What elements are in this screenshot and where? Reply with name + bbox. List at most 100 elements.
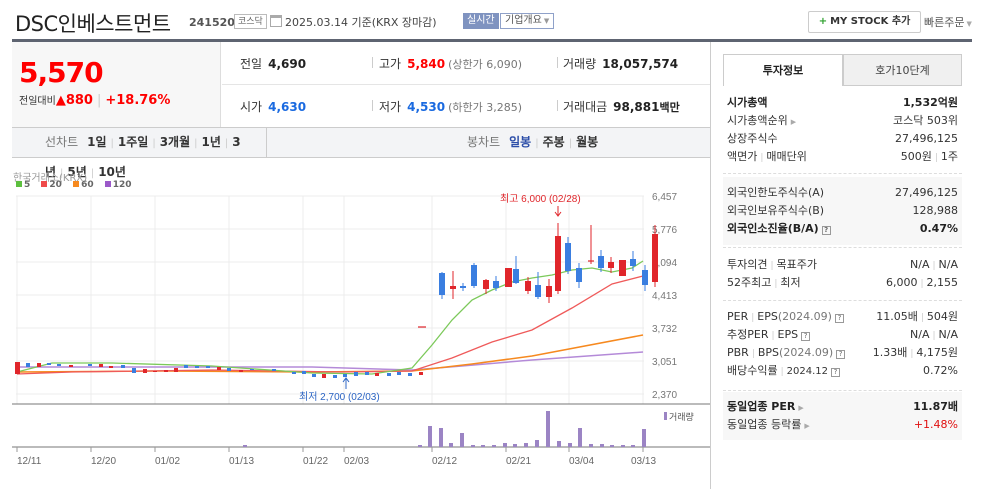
per-value: 11.05배 [876, 310, 918, 323]
stock-name: DSC인베스트먼트 [15, 12, 171, 36]
divider [372, 100, 373, 111]
chevron-down-icon: ▼ [543, 17, 550, 25]
date-text: 2025.03.14 기준(KRX 장마감) [285, 16, 437, 29]
y-tick: 4,413 [652, 291, 677, 302]
est-per-row: 추정PER | EPS? N/A | N/A [727, 328, 958, 341]
low-annotation: 최저 2,700 (02/03) [299, 391, 380, 403]
line-chart-tabs: 선차트 1일 | 1주일 | 3개월 | 1년 | 3년 | 5년 | 10년 [12, 128, 267, 179]
sector-per-row[interactable]: 동일업종 PER ▶ 11.87배 [727, 400, 958, 413]
dividend-row: 배당수익률 | 2024.12? 0.72% [727, 364, 958, 377]
opinion-label: 투자의견 [727, 258, 768, 271]
rank-label: 시가총액순위 [727, 114, 788, 127]
sector-change-row[interactable]: 동일업종 등락률 ▶ +1.48% [727, 418, 958, 431]
my-stock-add-button[interactable]: + MY STOCK 추가 [808, 11, 921, 33]
opinion-row: 투자의견 | 목표주가 N/A | N/A [727, 258, 958, 271]
open-label: 시가 [240, 100, 263, 114]
divider: | [96, 93, 102, 108]
volume-label: 거래량 [563, 57, 597, 71]
help-icon[interactable]: ? [834, 314, 844, 323]
investment-info-panel: 투자정보 호가10단계 시가총액 1,532억원 시가총액순위 ▶ 코스닥 503위 … [710, 42, 972, 489]
triangle-right-icon: ▶ [798, 404, 804, 412]
lower-limit: (하한가 3,285) [448, 101, 522, 114]
x-tick: 12/11 [17, 456, 42, 467]
prev-close: 전일 4,690 [240, 55, 306, 72]
price-row-1: 전일 4,690 고가 5,840 (상한가 6,090) 거래량 18,057,574 [222, 42, 710, 85]
w52-low-value: 2,155 [926, 276, 959, 289]
trade-amount: 거래대금 98,881백만 [563, 98, 680, 115]
triangle-right-icon: ▶ [804, 422, 810, 430]
calendar-icon [270, 15, 282, 27]
header-divider [12, 39, 972, 42]
tab-3m[interactable]: 3개월 [159, 135, 191, 149]
divider [557, 57, 558, 68]
foreign-hold-value: 128,988 [912, 204, 959, 217]
y-tick: 3,732 [652, 324, 677, 335]
low-value: 4,530 [407, 100, 446, 114]
x-tick: 03/13 [631, 456, 656, 467]
company-overview-dropdown[interactable]: 기업개요 ▼ [500, 13, 555, 29]
chart-period-tabs: 선차트 1일 | 1주일 | 3개월 | 1년 | 3년 | 5년 | 10년 봉차트 일봉 | 주봉 | 월봉 [12, 128, 710, 179]
quick-order-dropdown[interactable]: 빠른주문 ▼ [924, 14, 972, 30]
market-badge: 코스닥 [234, 14, 267, 29]
tab-5y[interactable]: 5년 [67, 165, 87, 179]
y-tick: 5,094 [652, 258, 677, 269]
x-tick: 02/03 [344, 456, 369, 467]
high-value: 5,840 [407, 57, 446, 71]
price-detail-grid: 전일 4,690 고가 5,840 (상한가 6,090) 거래량 18,057,574… [222, 42, 710, 127]
x-tick: 12/20 [91, 456, 116, 467]
divider [557, 100, 558, 111]
x-tick: 01/02 [155, 456, 180, 467]
tab-1d[interactable]: 1일 [87, 135, 107, 149]
market-cap-rank-row[interactable]: 시가총액순위 ▶ 코스닥 503위 [723, 112, 962, 130]
up-arrow-icon: ▲ [55, 93, 66, 108]
current-price-box: 5,570 전일대비▲880 | +18.76% [12, 42, 221, 127]
x-tick: 02/12 [432, 456, 457, 467]
tab-3y[interactable]: 3년 [45, 135, 241, 179]
tab-monthly[interactable]: 월봉 [576, 135, 599, 149]
legend-ma20: 20 [41, 180, 62, 190]
my-stock-label: MY STOCK 추가 [830, 16, 911, 27]
line-chart-label: 선차트 [45, 135, 79, 149]
volume-legend: 거래량 [669, 411, 694, 422]
y-tick: 2,370 [652, 390, 677, 401]
tab-weekly[interactable]: 주봉 [542, 135, 565, 149]
help-icon[interactable]: ? [831, 368, 841, 377]
y-tick: 6,457 [652, 192, 677, 203]
tab-daily[interactable]: 일봉 [509, 135, 532, 149]
exchange-label: 한국거래소(KRX) [13, 173, 88, 184]
y-tick: 3,051 [652, 357, 677, 368]
help-icon[interactable]: ? [801, 332, 811, 341]
stock-header: DSC인베스트먼트 241520 코스닥 2025.03.14 기준(KRX 장… [12, 0, 972, 40]
tab-invest-info[interactable]: 투자정보 [723, 54, 843, 86]
shares-label: 상장주식수 [727, 132, 778, 145]
market-cap-label: 시가총액 [727, 96, 768, 109]
tab-1y[interactable]: 1년 [201, 135, 221, 149]
stock-chart[interactable]: 6,457 5,776 5,094 4,413 3,732 3,051 2,37… [12, 160, 710, 489]
price-row-2: 시가 4,630 저가 4,530 (하한가 3,285) 거래대금 98,881백만 [222, 85, 710, 128]
help-icon[interactable]: ? [821, 226, 831, 235]
low-label: 저가 [379, 100, 402, 114]
tab-orderbook[interactable]: 호가10단계 [843, 54, 962, 86]
market-cap-row: 시가총액 1,532억원 [723, 94, 962, 112]
info-tabs: 투자정보 호가10단계 [723, 54, 962, 86]
tab-1w[interactable]: 1주일 [117, 135, 149, 149]
w52-high-value: 6,000 [885, 276, 918, 289]
sector-section: 동일업종 PER ▶ 11.87배 동일업종 등락률 ▶ +1.48% [723, 392, 962, 440]
y-tick: 5,776 [652, 225, 677, 236]
high-annotation: 최고 6,000 (02/28) [500, 193, 581, 205]
realtime-button[interactable]: 실시간 [463, 13, 499, 29]
foreign-limit-value: 27,496,125 [895, 186, 958, 199]
prev-close-value: 4,690 [268, 57, 307, 71]
foreign-hold-row: 외국인보유주식수(B) 128,988 [723, 202, 962, 220]
foreign-limit-row: 외국인한도주식수(A) 27,496,125 [723, 184, 962, 202]
unit-label: 매매단위 [766, 150, 807, 163]
low-price: 저가 4,530 (하한가 3,285) [379, 98, 522, 115]
help-icon[interactable]: ? [836, 350, 846, 359]
tab-10y[interactable]: 10년 [98, 165, 126, 179]
w52-row: 52주최고 | 최저 6,000 | 2,155 [727, 276, 959, 289]
company-overview-label: 기업개요 [505, 15, 542, 26]
market-cap-section: 시가총액 1,532억원 시가총액순위 ▶ 코스닥 503위 상장주식수 27,496,… [723, 94, 962, 166]
plus-icon: + [818, 16, 828, 27]
recent-candles [418, 223, 658, 328]
eps-value: 504원 [926, 310, 958, 323]
